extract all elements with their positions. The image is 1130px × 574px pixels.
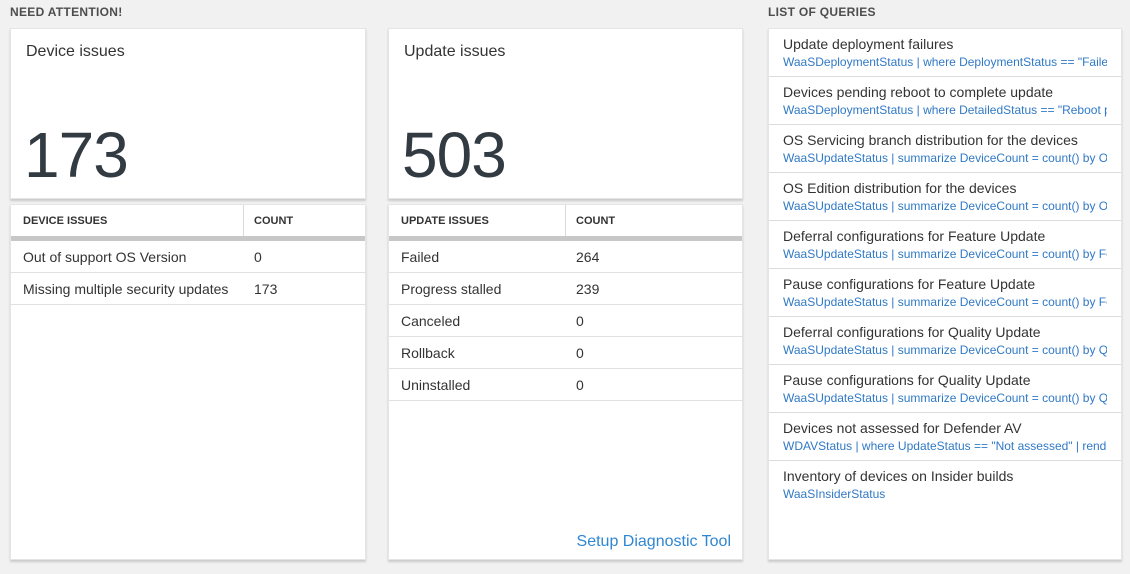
- update-issues-title: Update issues: [404, 43, 506, 60]
- query-list-item[interactable]: Inventory of devices on Insider builds W…: [769, 461, 1121, 508]
- query-list-item[interactable]: Pause configurations for Quality Update …: [769, 365, 1121, 413]
- query-list-item[interactable]: Update deployment failures WaaSDeploymen…: [769, 29, 1121, 77]
- row-count: 173: [254, 280, 278, 297]
- query-list-item[interactable]: Devices pending reboot to complete updat…: [769, 77, 1121, 125]
- table-row[interactable]: Rollback 0: [389, 337, 742, 369]
- update-issues-count: 503: [402, 119, 507, 191]
- query-title: Deferral configurations for Quality Upda…: [783, 324, 1041, 340]
- query-text: WaaSUpdateStatus | summarize DeviceCount…: [783, 151, 1107, 165]
- table-row[interactable]: Missing multiple security updates 173: [11, 273, 365, 305]
- need-attention-heading: NEED ATTENTION!: [10, 5, 123, 19]
- row-count: 239: [576, 280, 600, 297]
- query-text: WaaSDeploymentStatus | where DetailedSta…: [783, 103, 1107, 117]
- row-count: 0: [576, 344, 584, 361]
- query-list-item[interactable]: Deferral configurations for Feature Upda…: [769, 221, 1121, 269]
- device-issues-header-name: DEVICE ISSUES: [11, 205, 244, 236]
- query-text: WaaSUpdateStatus | summarize DeviceCount…: [783, 295, 1107, 309]
- row-label: Uninstalled: [401, 376, 471, 393]
- device-issues-tile[interactable]: Device issues 173: [10, 28, 366, 199]
- row-label: Missing multiple security updates: [23, 280, 229, 297]
- device-issues-header-count: COUNT: [254, 214, 294, 227]
- query-list-item[interactable]: Pause configurations for Feature Update …: [769, 269, 1121, 317]
- update-issues-table-header: UPDATE ISSUES COUNT: [389, 205, 742, 236]
- row-label: Rollback: [401, 344, 455, 361]
- row-label: Canceled: [401, 312, 461, 329]
- table-row[interactable]: Out of support OS Version 0: [11, 241, 365, 273]
- table-row[interactable]: Progress stalled 239: [389, 273, 742, 305]
- query-title: Devices pending reboot to complete updat…: [783, 84, 1054, 100]
- query-title: Deferral configurations for Feature Upda…: [783, 228, 1046, 244]
- row-label: Failed: [401, 248, 440, 265]
- query-title: Inventory of devices on Insider builds: [783, 468, 1014, 484]
- setup-diagnostic-tool-link[interactable]: Setup Diagnostic Tool: [576, 533, 731, 550]
- query-list-item[interactable]: Deferral configurations for Quality Upda…: [769, 317, 1121, 365]
- queries-panel: Update deployment failures WaaSDeploymen…: [768, 28, 1122, 560]
- device-issues-table-header: DEVICE ISSUES COUNT: [11, 205, 365, 236]
- table-row[interactable]: Canceled 0: [389, 305, 742, 337]
- query-list-item[interactable]: OS Edition distribution for the devices …: [769, 173, 1121, 221]
- device-issues-title: Device issues: [26, 43, 125, 60]
- query-text: WaaSUpdateStatus | summarize DeviceCount…: [783, 391, 1107, 405]
- table-row[interactable]: Uninstalled 0: [389, 369, 742, 401]
- update-issues-header-name: UPDATE ISSUES: [389, 205, 566, 236]
- query-title: Update deployment failures: [783, 36, 954, 52]
- query-title: Devices not assessed for Defender AV: [783, 420, 1022, 436]
- query-list-item[interactable]: Devices not assessed for Defender AV WDA…: [769, 413, 1121, 461]
- query-text: WaaSUpdateStatus | summarize DeviceCount…: [783, 343, 1107, 357]
- row-label: Out of support OS Version: [23, 248, 187, 265]
- table-row[interactable]: Failed 264: [389, 241, 742, 273]
- list-of-queries-heading: LIST OF QUERIES: [768, 5, 876, 19]
- table-header-divider-bar: [389, 236, 742, 241]
- query-text: WaaSUpdateStatus | summarize DeviceCount…: [783, 199, 1107, 213]
- query-text: WaaSDeploymentStatus | where DeploymentS…: [783, 55, 1107, 69]
- query-text: WaaSUpdateStatus | summarize DeviceCount…: [783, 247, 1107, 261]
- row-count: 0: [576, 312, 584, 329]
- row-count: 0: [254, 248, 262, 265]
- row-count: 264: [576, 248, 600, 265]
- device-issues-table: DEVICE ISSUES COUNT Out of support OS Ve…: [10, 204, 366, 560]
- query-title: OS Servicing branch distribution for the…: [783, 132, 1078, 148]
- table-header-divider-bar: [11, 236, 365, 241]
- row-label: Progress stalled: [401, 280, 502, 297]
- device-issues-count: 173: [24, 119, 129, 191]
- update-issues-table: UPDATE ISSUES COUNT Failed 264 Progress …: [388, 204, 743, 560]
- update-issues-header-count: COUNT: [576, 214, 616, 227]
- query-list-item[interactable]: OS Servicing branch distribution for the…: [769, 125, 1121, 173]
- query-title: Pause configurations for Quality Update: [783, 372, 1031, 388]
- update-issues-tile[interactable]: Update issues 503: [388, 28, 743, 199]
- query-text: WaaSInsiderStatus: [783, 487, 886, 501]
- query-title: OS Edition distribution for the devices: [783, 180, 1017, 196]
- query-text: WDAVStatus | where UpdateStatus == "Not …: [783, 439, 1107, 453]
- query-title: Pause configurations for Feature Update: [783, 276, 1036, 292]
- row-count: 0: [576, 376, 584, 393]
